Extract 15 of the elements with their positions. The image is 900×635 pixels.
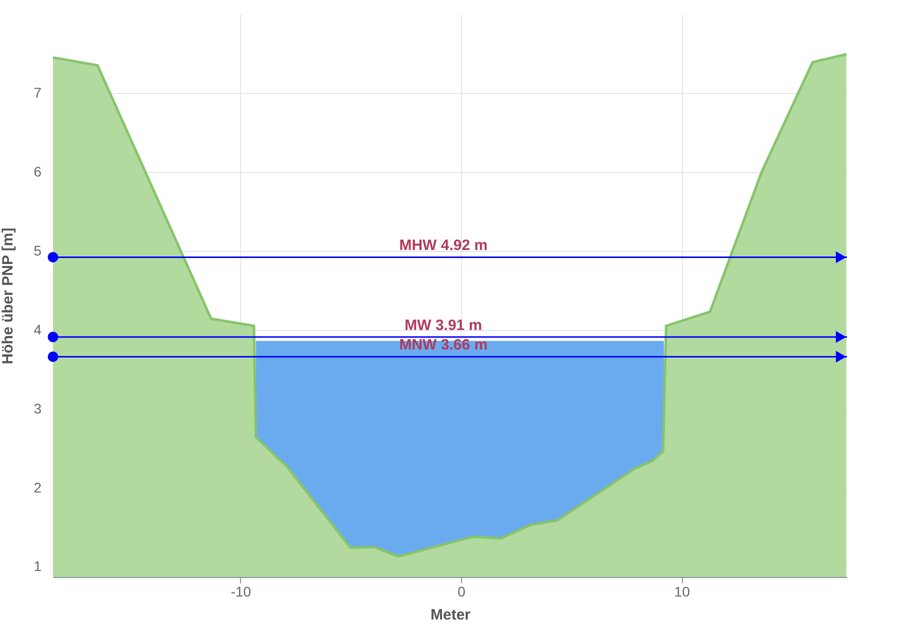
y-tick-label: 3 bbox=[34, 400, 42, 416]
y-axis-title: Höhe über PNP [m] bbox=[0, 228, 17, 364]
x-axis-title: Meter bbox=[430, 606, 471, 624]
y-tick-label: 4 bbox=[34, 321, 42, 338]
x-tick-label: 10 bbox=[674, 584, 690, 600]
ref-line-label: MNW 3.66 m bbox=[399, 336, 488, 354]
y-tick-label: 2 bbox=[34, 479, 42, 496]
y-tick-label: 1 bbox=[34, 558, 42, 574]
x-tick-label: 0 bbox=[458, 584, 466, 600]
x-tick-label: -10 bbox=[230, 584, 252, 600]
y-tick-label: 6 bbox=[34, 163, 42, 180]
y-tick-label: 5 bbox=[34, 242, 42, 258]
y-tick-label: 7 bbox=[34, 84, 42, 100]
ref-line-label: MHW 4.92 m bbox=[399, 237, 488, 254]
ref-line-label: MW 3.91 m bbox=[404, 316, 482, 334]
